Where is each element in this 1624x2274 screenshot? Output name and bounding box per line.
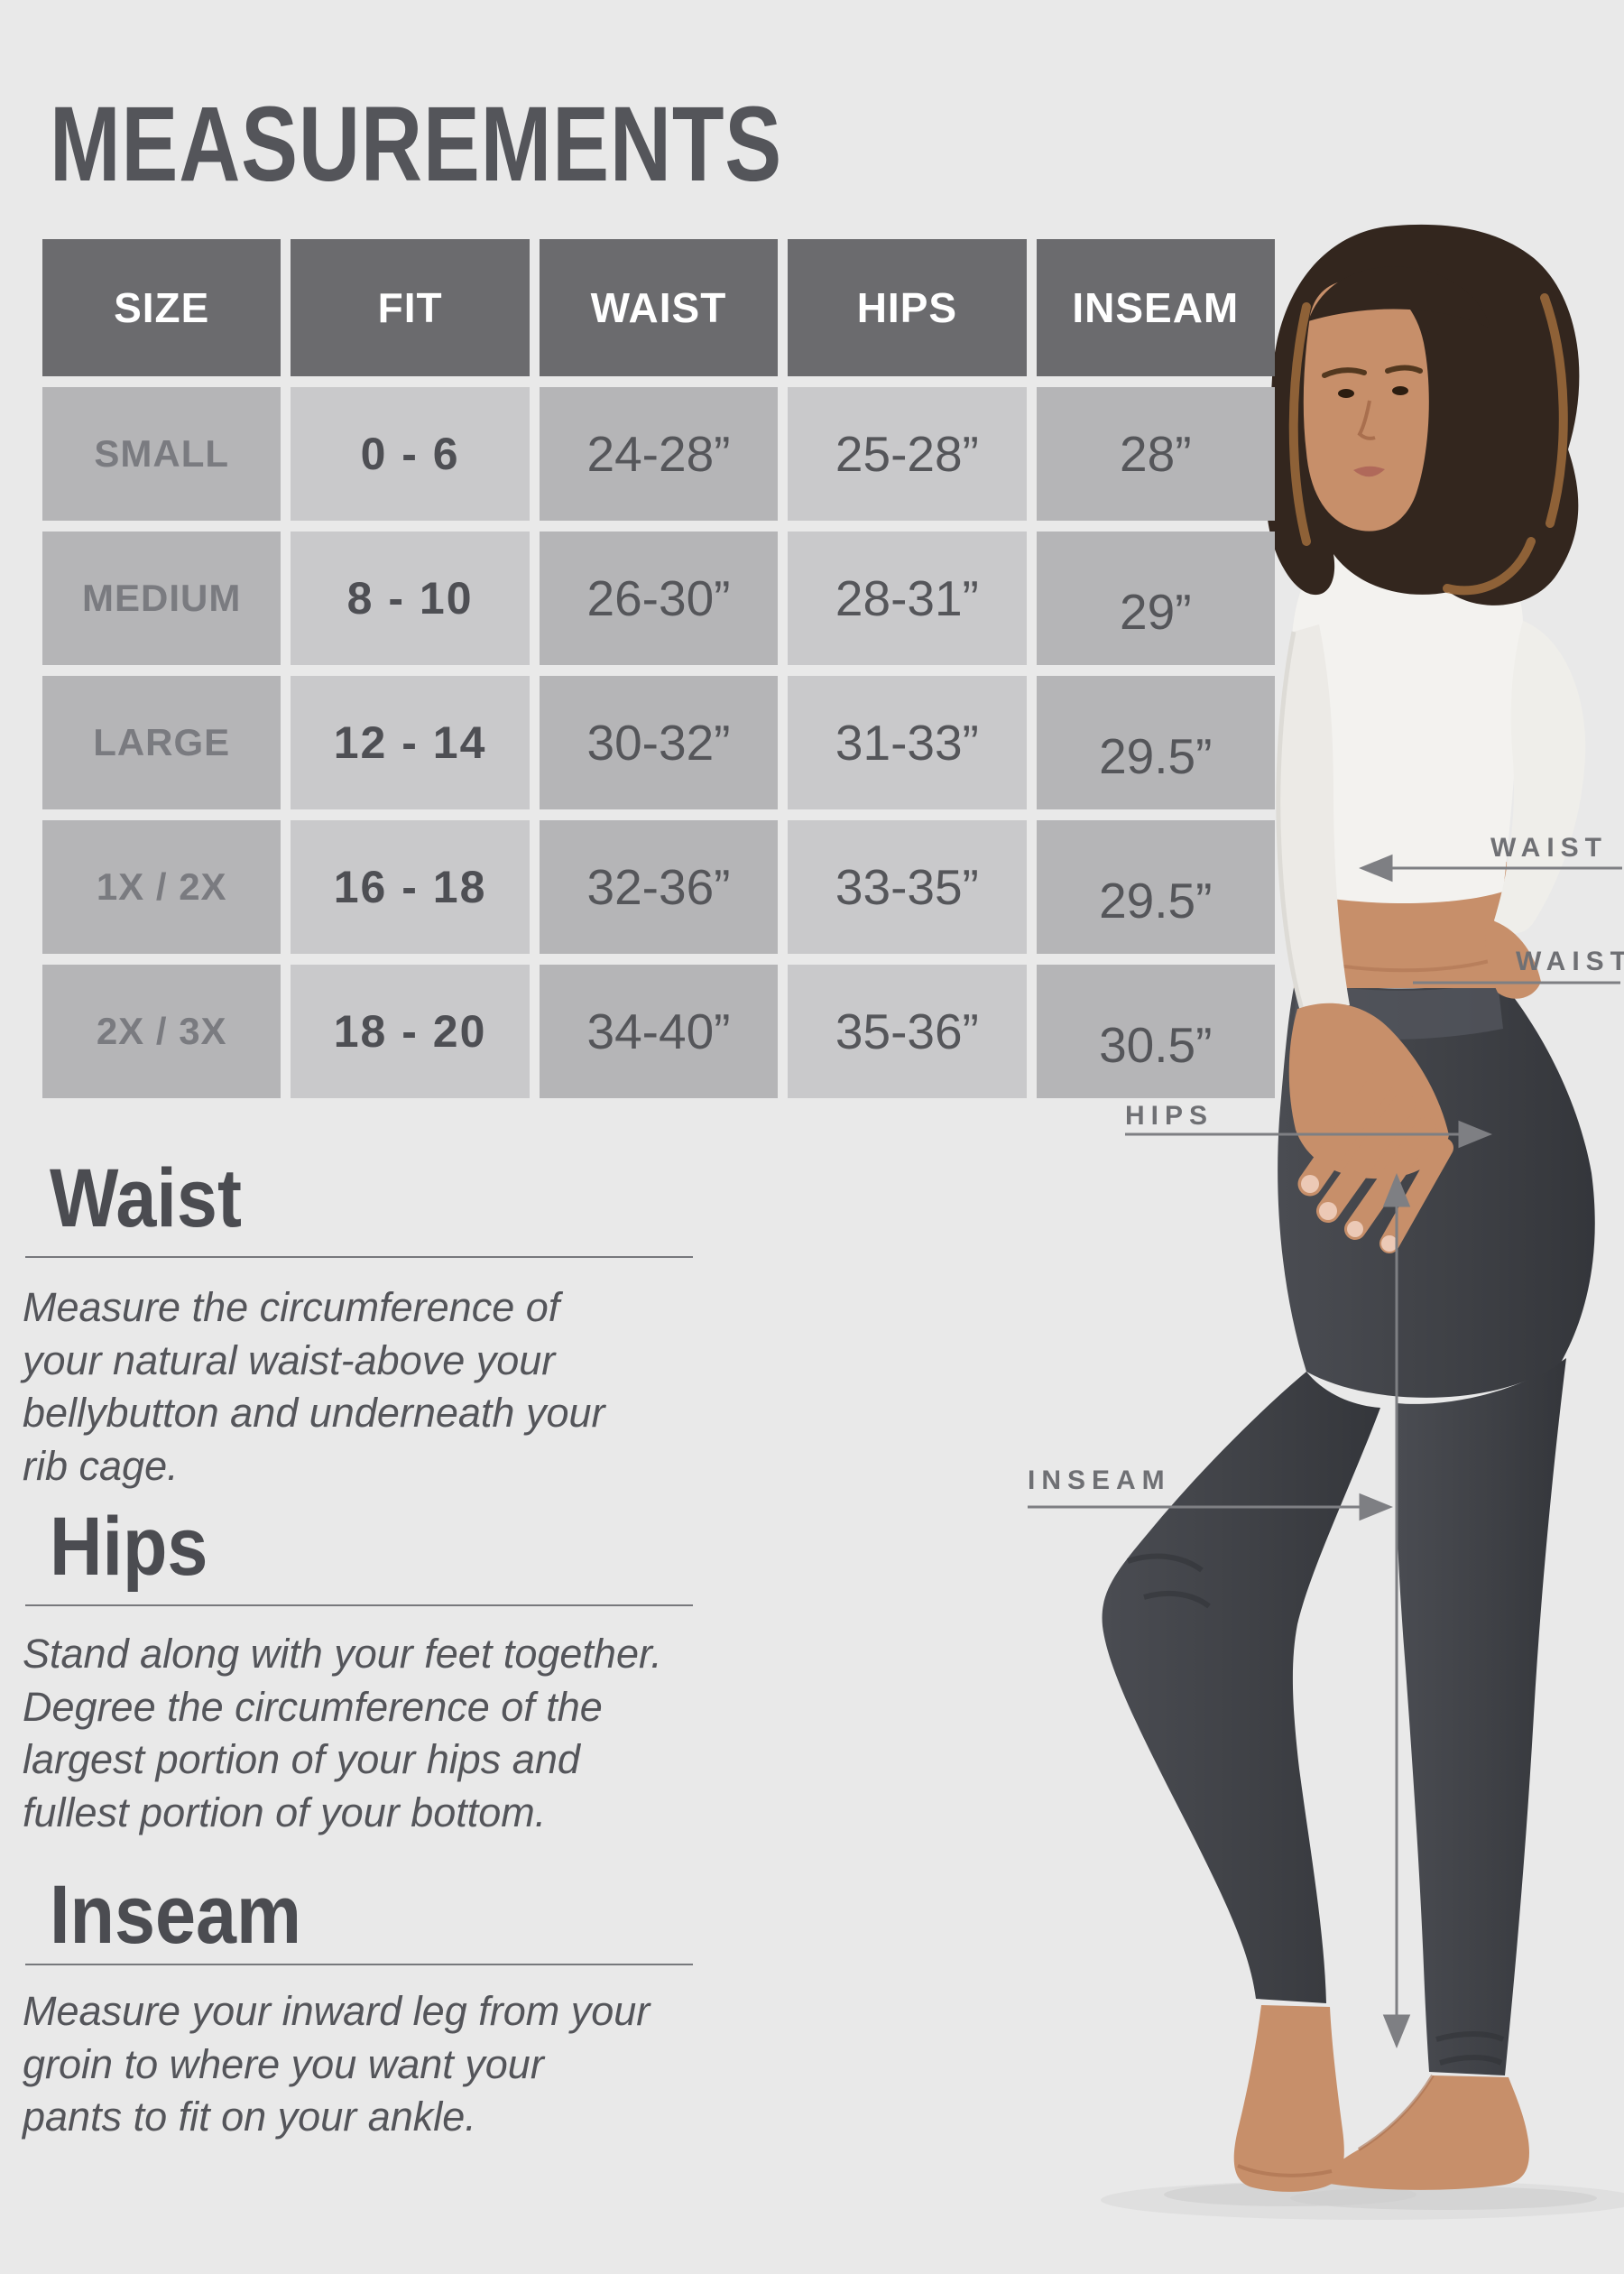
column-header-hips: HIPS	[788, 239, 1027, 376]
table-row-small-fit: 0 - 6	[291, 387, 530, 521]
hips-section-body: Stand along with your feet together. Deg…	[23, 1631, 662, 1835]
inseam-up-arrowhead-icon	[1382, 1173, 1411, 1207]
hips-section-heading: Hips	[50, 1505, 771, 1588]
table-row-small-size: SMALL	[42, 387, 281, 521]
table-row-1x2x-waist: 32-36”	[539, 820, 779, 954]
table-row-medium-waist: 26-30”	[539, 532, 779, 665]
waist-section-heading: Waist	[50, 1157, 771, 1240]
column-header-waist: WAIST	[539, 239, 779, 376]
inseam-arrowhead-icon	[1359, 1493, 1393, 1521]
hips-annotation-label: HIPS	[1125, 1101, 1214, 1131]
waist-lower-annotation-label: WAIST	[1516, 947, 1624, 976]
column-header-inseam: INSEAM	[1036, 239, 1275, 376]
table-row-1x2x-fit: 16 - 18	[291, 820, 530, 954]
waist-heading-text: Waist	[50, 1152, 242, 1244]
table-row-2x3x-waist: 34-40”	[539, 965, 779, 1098]
table-row-small-inseam: 28”	[1036, 387, 1275, 521]
column-header-size: SIZE	[42, 239, 281, 376]
table-row-2x3x-hips: 35-36”	[788, 965, 1027, 1098]
hips-heading-rule	[25, 1604, 693, 1606]
table-row-medium-size: MEDIUM	[42, 532, 281, 665]
table-row-large-fit: 12 - 14	[291, 676, 530, 809]
table-row-small-waist: 24-28”	[539, 387, 779, 521]
table-row-medium-fit: 8 - 10	[291, 532, 530, 665]
hips-heading-text: Hips	[50, 1501, 208, 1593]
table-row-1x2x-hips: 33-35”	[788, 820, 1027, 954]
table-row-large-waist: 30-32”	[539, 676, 779, 809]
table-row-small-hips: 25-28”	[788, 387, 1027, 521]
table-row-2x3x-inseam: 30.5”	[1036, 965, 1275, 1098]
inseam-heading-text: Inseam	[50, 1869, 302, 1961]
hips-arrowhead-icon	[1458, 1120, 1492, 1149]
waist-upper-annotation-label: WAIST	[1490, 833, 1608, 863]
table-row-medium-inseam: 29”	[1036, 532, 1275, 665]
column-header-fit: FIT	[291, 239, 530, 376]
inseam-section-heading: Inseam	[50, 1873, 771, 1956]
inseam-heading-rule	[25, 1964, 693, 1965]
inseam-annotation-label: INSEAM	[1028, 1465, 1171, 1495]
inseam-section-body: Measure your inward leg from your groin …	[23, 1988, 651, 2140]
table-row-medium-hips: 28-31”	[788, 532, 1027, 665]
table-row-2x3x-size: 2X / 3X	[42, 965, 281, 1098]
inseam-down-arrowhead-icon	[1382, 2014, 1411, 2048]
table-row-2x3x-fit: 18 - 20	[291, 965, 530, 1098]
table-row-large-size: LARGE	[42, 676, 281, 809]
page-title: MEASUREMENTS	[50, 85, 783, 204]
waist-heading-rule	[25, 1256, 693, 1258]
table-row-large-hips: 31-33”	[788, 676, 1027, 809]
table-row-1x2x-size: 1X / 2X	[42, 820, 281, 954]
waist-section-body: Measure the circumference of your natura…	[23, 1284, 605, 1489]
size-chart-table: SIZE FIT WAIST HIPS INSEAM SMALL 0 - 6 2…	[42, 239, 1275, 1098]
waist-upper-arrowhead-icon	[1359, 854, 1393, 883]
table-row-1x2x-inseam: 29.5”	[1036, 820, 1275, 954]
table-row-large-inseam: 29.5”	[1036, 676, 1275, 809]
